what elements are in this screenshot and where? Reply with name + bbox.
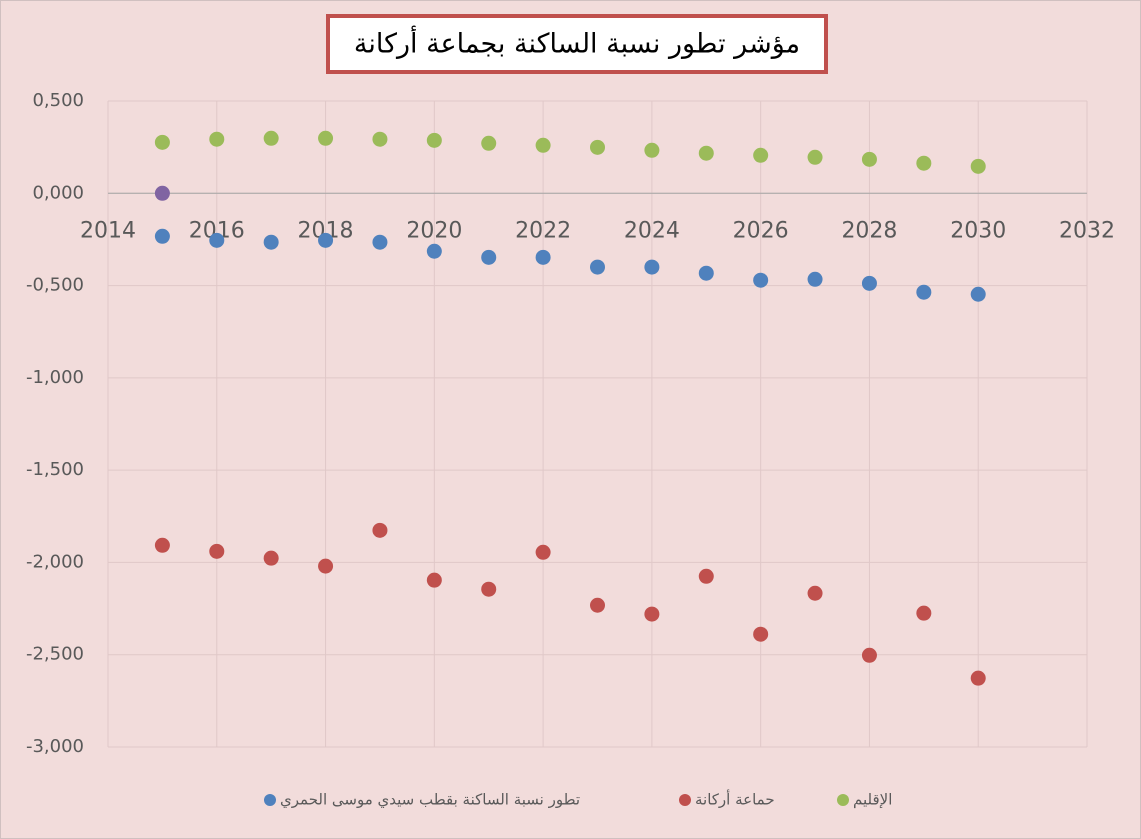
point xyxy=(426,243,442,259)
point xyxy=(372,131,388,147)
point xyxy=(481,135,497,151)
y-tick-label: -3,000 xyxy=(26,736,84,757)
point xyxy=(698,265,714,281)
point xyxy=(861,647,877,663)
point xyxy=(372,234,388,250)
point xyxy=(209,232,225,248)
title-box xyxy=(326,14,828,74)
legend-marker xyxy=(264,794,276,806)
point xyxy=(698,568,714,584)
point xyxy=(644,606,660,622)
point xyxy=(590,139,605,155)
x-tick-label: 2032 xyxy=(1059,218,1115,243)
point xyxy=(970,158,986,174)
point xyxy=(263,234,279,250)
x-tick-label: 2028 xyxy=(841,218,897,243)
point xyxy=(535,249,551,265)
y-tick-label: -0,500 xyxy=(26,275,84,296)
y-tick-label: -1,500 xyxy=(26,459,84,480)
point xyxy=(861,275,877,291)
point xyxy=(807,149,823,165)
point xyxy=(807,271,823,287)
legend-label: تطور نسبة الساكنة بقطب سيدي موسى الحمري xyxy=(280,791,580,810)
point xyxy=(753,147,769,163)
point xyxy=(481,581,497,597)
point xyxy=(970,670,986,686)
chart-title: مؤشر تطور نسبة الساكنة بجماعة أركانة xyxy=(354,25,800,60)
point xyxy=(318,232,334,248)
x-tick-label: 2020 xyxy=(406,218,462,243)
point xyxy=(481,249,497,265)
point xyxy=(154,537,170,553)
point xyxy=(263,130,279,146)
legend-marker xyxy=(679,794,691,806)
point xyxy=(154,134,170,150)
legend-marker xyxy=(837,794,849,806)
x-tick-label: 2024 xyxy=(624,218,680,243)
point xyxy=(318,558,334,574)
point xyxy=(916,605,932,621)
point xyxy=(535,137,551,153)
x-tick-label: 2030 xyxy=(950,218,1006,243)
point xyxy=(916,284,932,300)
point xyxy=(318,130,334,146)
point xyxy=(590,259,605,275)
point xyxy=(535,544,551,560)
point xyxy=(426,572,442,588)
point xyxy=(970,286,986,302)
y-tick-label: -2,500 xyxy=(26,644,84,665)
point xyxy=(698,145,714,161)
x-tick-label: 2014 xyxy=(80,218,136,243)
point xyxy=(916,155,932,171)
y-tick-label: 0,500 xyxy=(32,90,84,111)
point xyxy=(590,597,605,613)
point xyxy=(209,543,225,559)
point xyxy=(426,132,442,148)
legend-label: الإقليم xyxy=(853,791,892,809)
point xyxy=(263,550,279,566)
point xyxy=(154,228,170,244)
point xyxy=(372,522,388,538)
y-tick-label: 0,000 xyxy=(32,182,84,203)
y-tick-label: -2,000 xyxy=(26,551,84,572)
point xyxy=(644,142,660,158)
point xyxy=(807,585,823,601)
point xyxy=(644,259,660,275)
point xyxy=(753,272,769,288)
point xyxy=(154,185,170,201)
point xyxy=(209,131,225,147)
x-tick-label: 2022 xyxy=(515,218,571,243)
legend-label: حماعة أركانة xyxy=(695,790,775,809)
x-tick-label: 2026 xyxy=(733,218,789,243)
point xyxy=(753,626,769,642)
point xyxy=(861,151,877,167)
y-tick-label: -1,000 xyxy=(26,367,84,388)
